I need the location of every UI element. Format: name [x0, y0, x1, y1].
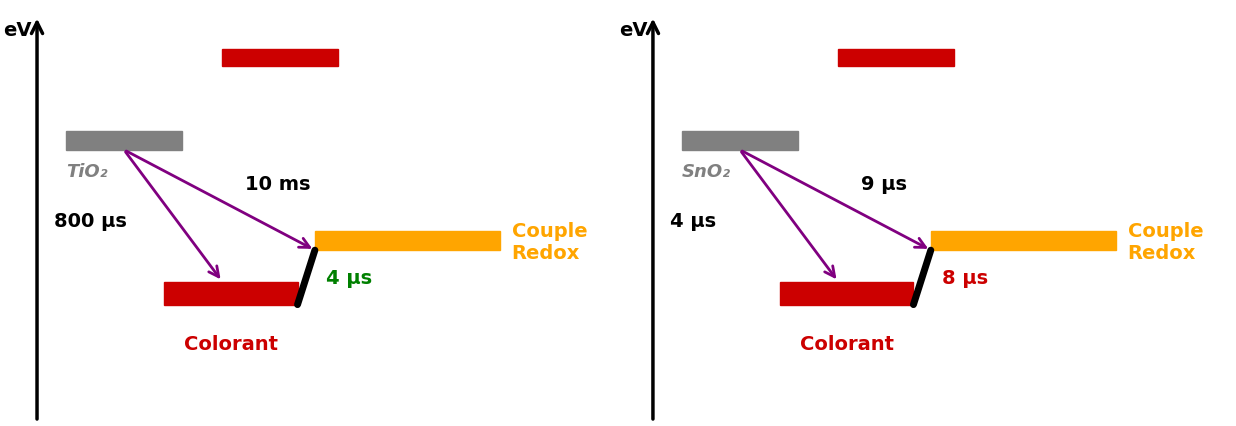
- Bar: [222, 50, 339, 67]
- Text: 10 ms: 10 ms: [246, 174, 311, 193]
- Text: Colorant: Colorant: [800, 334, 894, 353]
- Text: Couple
Redox: Couple Redox: [1127, 222, 1204, 263]
- Bar: [780, 282, 913, 305]
- Text: Colorant: Colorant: [184, 334, 278, 353]
- Bar: [838, 50, 954, 67]
- Bar: [164, 282, 298, 305]
- Text: 8 μs: 8 μs: [942, 268, 989, 287]
- Bar: [315, 232, 501, 250]
- Text: 4 μs: 4 μs: [326, 268, 372, 287]
- Text: eV: eV: [2, 21, 31, 40]
- Text: 800 μs: 800 μs: [54, 212, 127, 231]
- Text: 4 μs: 4 μs: [670, 212, 717, 231]
- Text: TiO₂: TiO₂: [66, 163, 108, 181]
- Text: Couple
Redox: Couple Redox: [512, 222, 587, 263]
- Bar: [931, 232, 1116, 250]
- Bar: [682, 132, 797, 150]
- Text: 9 μs: 9 μs: [861, 174, 907, 193]
- Bar: [66, 132, 182, 150]
- Text: SnO₂: SnO₂: [682, 163, 730, 181]
- Text: eV: eV: [619, 21, 648, 40]
